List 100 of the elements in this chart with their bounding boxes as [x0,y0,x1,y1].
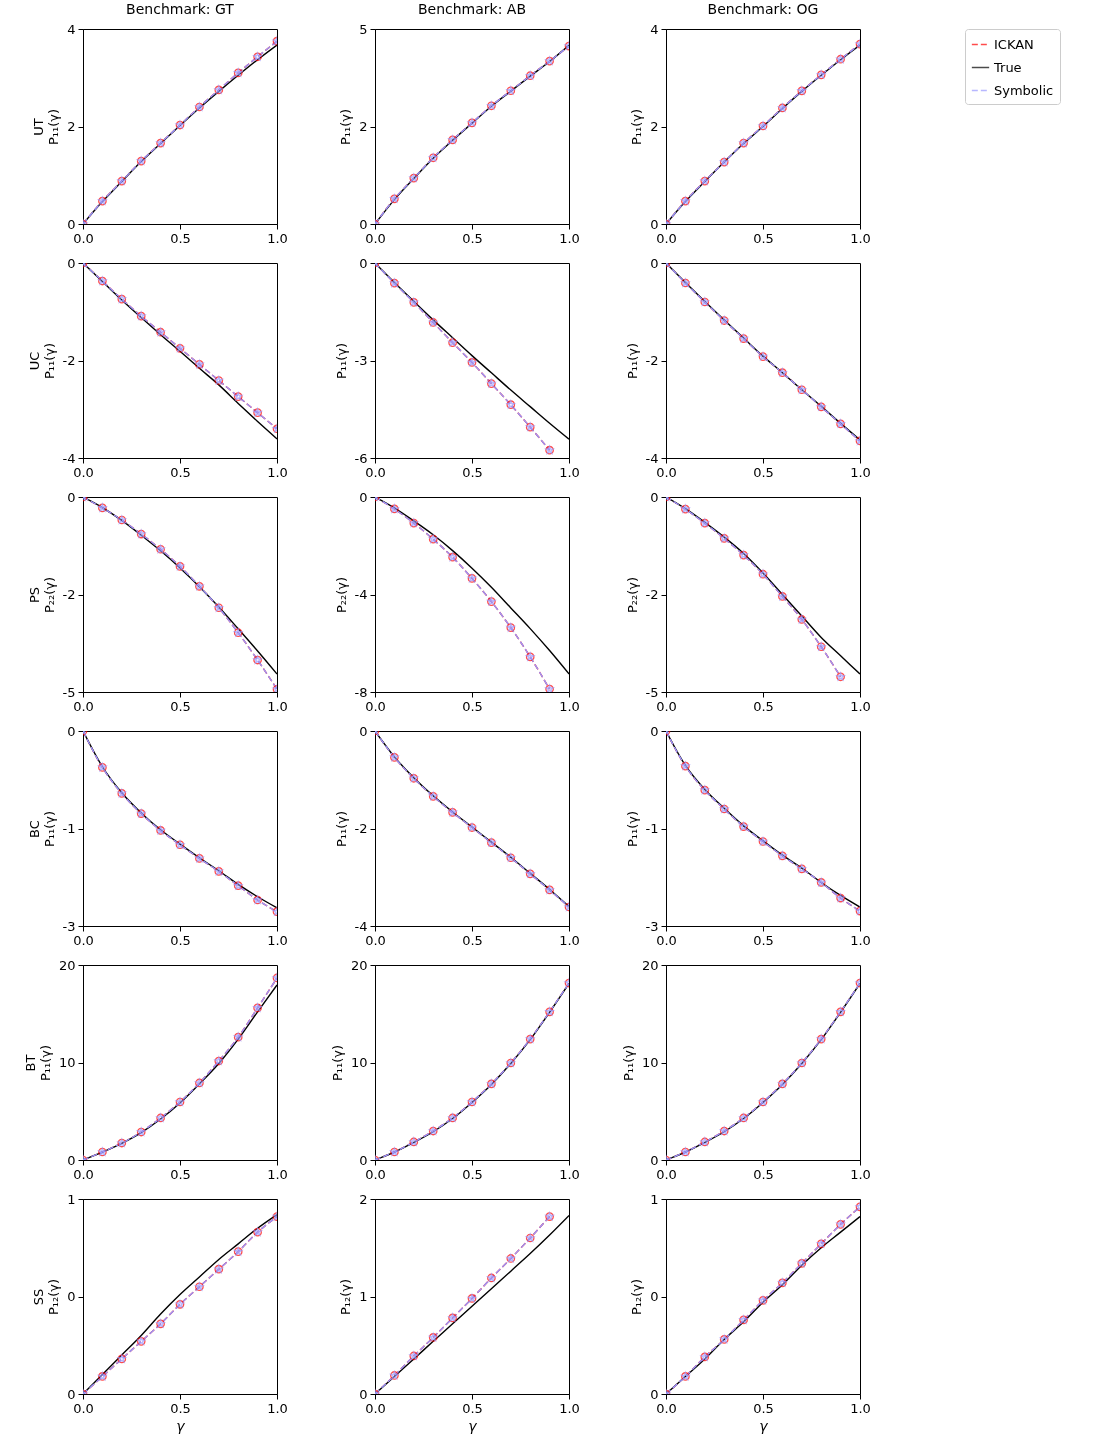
x-tick-label: 0.0 [73,698,94,714]
x-tick-label: 0.0 [656,1166,677,1182]
y-tick-label: -4 [645,450,659,466]
y-tick-label: -2 [62,587,76,602]
y-tick-label: 0 [358,1152,367,1168]
x-tick-label: 0.5 [753,1400,774,1416]
y-axis-title: P₁₁(γ) [333,342,349,380]
x-tick-label: 0.0 [364,1400,386,1416]
x-tick-label: 1.0 [850,464,871,480]
x-tick-label: 0.5 [753,932,774,948]
y-tick-label: 0 [67,1289,76,1304]
y-tick-label: -3 [645,918,659,934]
y-axis-title: SS P₁₂(γ) [31,1278,62,1316]
x-tick-label: 0.5 [753,464,774,480]
x-tick-label: 0.0 [656,230,677,246]
y-tick-label: 4 [650,21,659,37]
x-tick-label: 1.0 [850,932,871,948]
y-tick-label: 1 [650,1191,659,1207]
y-axis-title: P₁₁(γ) [624,342,640,380]
x-tick-label: 0.0 [364,1166,386,1182]
x-tick-label: 1.0 [267,1400,288,1416]
x-tick-label: 1.0 [558,932,580,948]
y-axis-title: P₁₂(γ) [629,1278,645,1316]
y-tick-label: 0 [358,489,367,505]
x-tick-label: 0.5 [170,464,191,480]
legend-label: True [993,59,1022,75]
y-tick-label: 4 [67,21,76,37]
y-axis-title: BT P₁₁(γ) [22,1044,53,1082]
y-tick-label: 0 [358,255,367,271]
y-tick-label: 10 [350,1055,367,1070]
y-tick-label: 2 [650,119,659,134]
y-tick-label: 0 [650,1152,659,1168]
x-tick-label: 0.0 [656,464,677,480]
y-tick-label: 2 [358,119,367,134]
y-tick-label: 0 [67,489,76,505]
x-tick-label: 0.5 [461,1400,483,1416]
y-tick-label: 1 [358,1289,367,1304]
y-axis-title: P₁₁(γ) [337,108,353,146]
chart-title: Benchmark: OG [707,1,819,17]
x-tick-label: 1.0 [267,230,288,246]
y-tick-label: 0 [650,723,659,739]
y-tick-label: 10 [58,1055,76,1070]
x-tick-label: 1.0 [558,464,580,480]
chart-title: Benchmark: AB [417,1,526,17]
x-tick-label: 0.5 [753,1166,774,1182]
x-tick-label: 0.5 [461,698,483,714]
y-tick-label: 10 [641,1055,659,1070]
y-tick-label: -2 [645,587,659,602]
x-tick-label: 0.5 [753,230,774,246]
x-tick-label: 0.0 [73,1166,94,1182]
y-tick-label: 0 [650,216,659,232]
x-tick-label: 1.0 [558,230,580,246]
x-tick-label: 0.5 [461,464,483,480]
y-tick-label: -2 [62,353,76,368]
x-axis-title: γ [759,1417,769,1434]
x-tick-label: 0.0 [656,1400,677,1416]
y-tick-label: -4 [354,918,367,934]
x-axis-title: γ [467,1417,477,1434]
y-tick-label: 20 [58,957,76,973]
x-tick-label: 0.5 [170,698,191,714]
y-tick-label: 0 [67,723,76,739]
y-tick-label: 0 [358,1386,367,1402]
y-axis-title: UT P₁₁(γ) [31,108,62,146]
x-tick-label: 0.0 [364,932,386,948]
y-tick-label: -8 [354,684,367,700]
y-tick-label: 0 [650,1289,659,1304]
y-tick-label: -1 [62,821,76,836]
y-axis-title: P₁₁(γ) [620,1044,636,1082]
y-axis-title: P₁₁(γ) [629,108,645,146]
y-tick-label: -4 [62,450,76,466]
x-tick-label: 0.5 [170,230,191,246]
y-tick-label: -5 [62,684,76,700]
y-tick-label: -2 [354,821,367,836]
x-tick-label: 0.0 [656,698,677,714]
x-tick-label: 0.5 [461,932,483,948]
y-tick-label: 0 [358,216,367,232]
legend-label: ICKAN [994,36,1034,52]
x-tick-label: 1.0 [850,230,871,246]
y-tick-label: 1 [67,1191,76,1207]
y-tick-label: -1 [645,821,659,836]
y-tick-label: -4 [354,587,367,602]
y-tick-label: 0 [67,1152,76,1168]
x-tick-label: 0.5 [170,1400,191,1416]
y-tick-label: 20 [641,957,659,973]
y-axis-title: BC P₁₁(γ) [26,810,57,848]
x-tick-label: 1.0 [267,698,288,714]
x-tick-label: 0.5 [753,698,774,714]
y-tick-label: -3 [354,353,367,368]
y-tick-label: 0 [650,255,659,271]
x-tick-label: 0.0 [73,464,94,480]
y-tick-label: -6 [354,450,367,466]
x-tick-label: 1.0 [850,1400,871,1416]
y-tick-label: 0 [650,489,659,505]
x-tick-label: 1.0 [558,1166,580,1182]
y-tick-label: 0 [67,255,76,271]
y-tick-label: -3 [62,918,76,934]
y-tick-label: -5 [645,684,659,700]
y-tick-label: 20 [350,957,367,973]
x-tick-label: 0.5 [461,1166,483,1182]
x-tick-label: 0.0 [364,698,386,714]
